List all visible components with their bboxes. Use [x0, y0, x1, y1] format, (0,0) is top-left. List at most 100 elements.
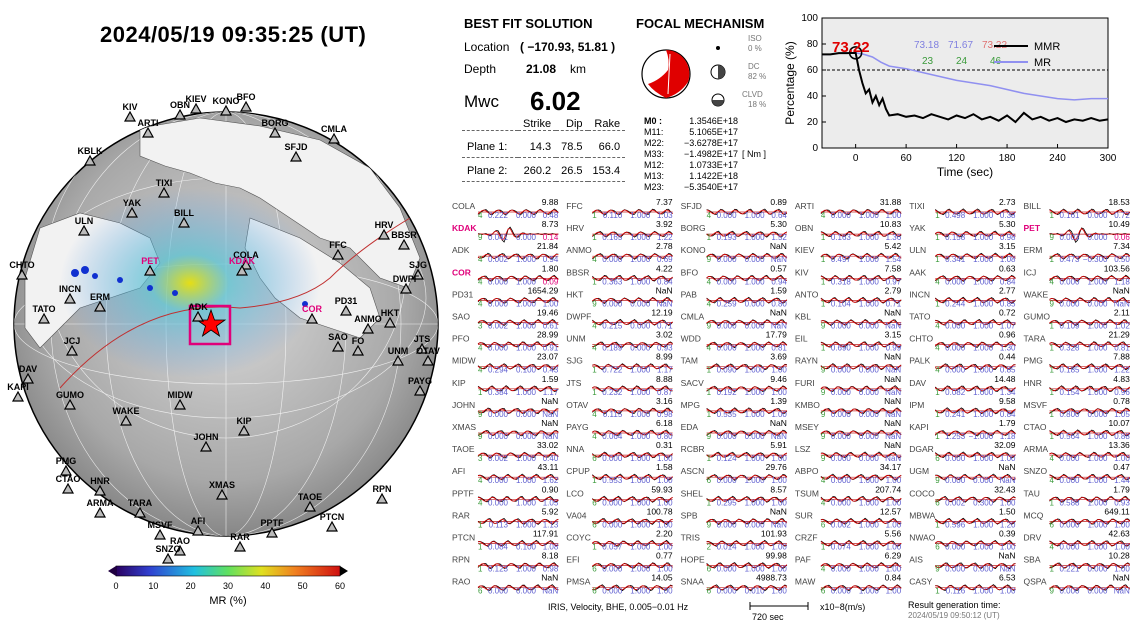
waveform-station: SNAA 4988.73 6 0.000 0.010 1.00	[681, 573, 788, 596]
amplitude-ratio: 0.38	[1000, 211, 1016, 220]
station-name: KONO	[681, 245, 706, 255]
waveform-station: KIEV 5.42 1 0.497 1.000 1.54	[795, 241, 902, 264]
correlation-value: 1.000	[973, 587, 994, 596]
waveform-station: SJG 8.99 1 0.722 1.000 1.17	[566, 352, 673, 375]
colorbar-label: MR (%)	[209, 595, 246, 607]
station-name: TAU	[1024, 488, 1040, 498]
waveform-station: TIXI 2.73 1 0.498 1.000 0.38	[909, 197, 1016, 220]
waveform-station: COYC 2.20 1 0.057 1.000 1.00	[566, 529, 673, 552]
amplitude-ratio: NaN	[657, 299, 673, 308]
station-cmla: CMLA	[321, 124, 347, 144]
observed-waveform	[592, 230, 673, 238]
variance-value: 0.041	[488, 233, 509, 242]
variance-value: 0.000	[831, 454, 852, 463]
max-amplitude: 18.53	[1109, 197, 1131, 207]
station-triangle-icon	[173, 544, 187, 556]
station-name: SNAA	[681, 577, 704, 587]
variance-value: 0.000	[831, 587, 852, 596]
amplitude-ratio: 1.00	[771, 454, 787, 463]
station-label: ARTI	[138, 118, 159, 128]
station-name: SNZO	[1024, 466, 1048, 476]
synthetic-waveform	[592, 585, 673, 591]
synthetic-waveform	[477, 518, 559, 524]
station-name: CHTO	[909, 334, 933, 344]
depth-label: Depth	[464, 62, 497, 76]
amplitude-ratio: 1.17	[657, 366, 673, 375]
station-triangle-icon	[173, 108, 187, 120]
waveform-station: DGAR 32.09 6 0.000 1.000 1.00	[909, 440, 1016, 463]
observed-waveform	[820, 539, 902, 547]
station-name: PAF	[795, 555, 811, 565]
station-triangle-icon	[237, 424, 251, 436]
mw-value: 6.02	[530, 86, 581, 116]
station-name: MCQ	[1024, 510, 1044, 520]
station-label: KBLK	[78, 146, 103, 156]
variance-value: 0.000	[488, 498, 509, 507]
observed-waveform	[706, 407, 788, 415]
observed-waveform	[934, 451, 1016, 459]
station-label: CMLA	[321, 124, 347, 134]
station-triangle-icon	[351, 344, 365, 356]
station-label: TIXI	[156, 178, 173, 188]
station-label: AFI	[191, 516, 206, 526]
station-name: MSEY	[795, 422, 819, 432]
variance-value: 0.596	[945, 520, 966, 529]
station-label: XMAS	[209, 480, 235, 490]
correlation-value: 1.000	[516, 565, 537, 574]
y-axis-label: Percentage (%)	[783, 41, 797, 124]
synthetic-waveform	[477, 585, 559, 591]
tensor-row: M23: −5.3540E+17	[644, 182, 738, 193]
synthetic-waveform	[935, 585, 1016, 591]
station-name: ERM	[1024, 245, 1043, 255]
station-kblk: KBLK	[78, 146, 103, 166]
variance-value: 0.295	[717, 498, 738, 507]
component-count: 9	[592, 299, 597, 308]
variance-value: 0.110	[603, 211, 623, 220]
variance-value: 0.000	[717, 432, 738, 441]
max-amplitude: 5.92	[542, 506, 559, 516]
waveform-station: FFC 7.37 1 0.110 1.000 1.03	[566, 197, 673, 220]
station-name: LCO	[566, 488, 584, 498]
max-amplitude: 0.47	[1113, 462, 1130, 472]
tensor-value: 1.0733E+17	[689, 160, 738, 170]
waveform-station: SACV 9.46 1 0.192 1.000 1.00	[681, 374, 788, 397]
annotation-bottom: 24	[956, 56, 968, 67]
waveform-station: PPTF 0.90 4 0.000 1.000 1.05	[452, 484, 559, 507]
amplitude-ratio: 1.00	[1114, 565, 1130, 574]
station-label: PD31	[335, 296, 358, 306]
waveform-station: CRZF 5.56 1 0.074 1.000 1.00	[795, 529, 902, 552]
amplitude-ratio: NaN	[771, 520, 787, 529]
observed-waveform	[1049, 253, 1131, 260]
correlation-value: 1.000	[630, 454, 651, 463]
station-label: PTCN	[320, 512, 345, 522]
max-amplitude: 10.49	[1109, 219, 1131, 229]
waveform-station: RAO NaN 6 0.000 0.000 NaN	[452, 573, 559, 596]
synthetic-waveform	[706, 231, 788, 237]
max-amplitude: 7.58	[885, 263, 902, 273]
synthetic-waveform	[706, 320, 788, 325]
amplitude-ratio: 0.14	[543, 233, 559, 242]
amplitude-ratio: NaN	[542, 587, 558, 596]
synthetic-waveform	[592, 275, 673, 281]
amplitude-ratio: 0.50	[1114, 255, 1130, 264]
correlation-value: 1.000	[745, 344, 766, 353]
synthetic-waveform	[935, 496, 1016, 502]
component-count: 1	[1050, 344, 1055, 353]
station-label: UNM	[388, 346, 409, 356]
station-name: KAPI	[909, 422, 928, 432]
station-pd31: PD31	[335, 296, 358, 316]
component-count: 9	[707, 432, 712, 441]
component-count: 9	[821, 366, 826, 375]
waveform-station: ANTO 2.79 1 0.104 1.000 0.71	[795, 285, 902, 308]
variance-value: 0.000	[945, 543, 966, 552]
colorbar	[115, 565, 341, 577]
correlation-value: 1.000	[745, 454, 766, 463]
max-amplitude: 5.91	[770, 440, 787, 450]
max-amplitude: 0.96	[999, 330, 1016, 340]
waveform-station: AFI 43.11 4 0.000 1.000 1.62	[452, 462, 559, 485]
synthetic-waveform	[934, 519, 1016, 524]
component-count: 1	[935, 432, 940, 441]
station-triangle-icon	[83, 154, 97, 166]
correlation-value: 0.000	[630, 344, 651, 353]
peak-label: 73.22	[832, 39, 870, 56]
